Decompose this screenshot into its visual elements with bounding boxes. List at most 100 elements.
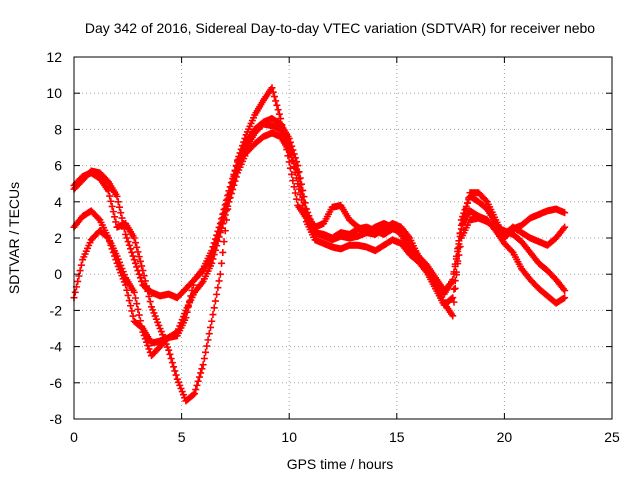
data-point bbox=[133, 243, 141, 251]
data-point bbox=[220, 209, 228, 217]
data-point bbox=[114, 198, 122, 206]
data-point bbox=[561, 223, 569, 231]
data-point bbox=[460, 209, 468, 217]
x-tick-label: 20 bbox=[497, 429, 513, 445]
data-point bbox=[111, 213, 119, 221]
data-point bbox=[238, 142, 246, 150]
data-point bbox=[140, 272, 148, 280]
data-point bbox=[146, 298, 154, 306]
data-point bbox=[231, 167, 239, 175]
data-point bbox=[136, 274, 144, 282]
data-point bbox=[134, 305, 142, 313]
data-point bbox=[273, 101, 281, 109]
data-point bbox=[449, 294, 457, 302]
x-tick-label: 0 bbox=[70, 429, 78, 445]
data-point bbox=[226, 189, 234, 197]
y-axis-label: SDTVAR / TECUs bbox=[6, 182, 22, 294]
data-point bbox=[222, 216, 230, 224]
data-point bbox=[115, 203, 123, 211]
x-tick-label: 10 bbox=[281, 429, 297, 445]
data-point bbox=[131, 239, 139, 247]
data-point bbox=[74, 277, 82, 285]
y-tick-label: 12 bbox=[46, 49, 62, 65]
data-point bbox=[208, 317, 216, 325]
data-point bbox=[130, 288, 138, 296]
data-point bbox=[128, 248, 136, 256]
data-point bbox=[455, 243, 463, 251]
data-point bbox=[459, 220, 467, 228]
data-point bbox=[95, 215, 103, 223]
data-point bbox=[122, 281, 130, 289]
y-tick-label: -4 bbox=[50, 339, 63, 355]
data-point bbox=[188, 286, 196, 294]
data-point bbox=[295, 185, 303, 193]
data-point bbox=[230, 172, 238, 180]
data-point bbox=[138, 262, 146, 270]
data-point bbox=[197, 369, 205, 377]
data-point bbox=[144, 342, 152, 350]
data-point bbox=[464, 199, 472, 207]
data-point bbox=[451, 277, 459, 285]
data-point bbox=[222, 200, 230, 208]
data-point bbox=[482, 197, 490, 205]
data-point bbox=[129, 252, 137, 260]
data-point bbox=[107, 241, 115, 249]
data-point bbox=[274, 106, 282, 114]
y-tick-label: -6 bbox=[50, 375, 63, 391]
data-point bbox=[128, 307, 136, 315]
data-point bbox=[144, 287, 152, 295]
data-point bbox=[131, 294, 139, 302]
data-point bbox=[145, 292, 153, 300]
data-point bbox=[215, 277, 223, 285]
data-point bbox=[283, 146, 291, 154]
data-point bbox=[124, 291, 132, 299]
x-axis-label: GPS time / hours bbox=[287, 456, 394, 472]
data-point bbox=[278, 121, 286, 129]
data-point bbox=[270, 93, 278, 101]
data-point bbox=[205, 330, 213, 338]
data-point bbox=[216, 270, 224, 278]
data-point bbox=[77, 261, 85, 269]
data-point bbox=[198, 365, 206, 373]
data-point bbox=[454, 257, 462, 265]
data-point bbox=[211, 297, 219, 305]
data-point bbox=[127, 245, 135, 253]
data-point bbox=[129, 312, 137, 320]
data-point bbox=[461, 206, 469, 214]
data-point bbox=[289, 177, 297, 185]
x-axis-ticks: 0 5 10 15 20 25 bbox=[70, 57, 620, 445]
data-point bbox=[192, 386, 200, 394]
data-point bbox=[167, 354, 175, 362]
data-point bbox=[288, 170, 296, 178]
data-point bbox=[221, 227, 229, 235]
data-point bbox=[135, 311, 143, 319]
data-point bbox=[75, 272, 83, 280]
data-point bbox=[131, 259, 139, 267]
data-point bbox=[448, 279, 456, 287]
data-point bbox=[272, 97, 280, 105]
data-point bbox=[199, 361, 207, 369]
data-point bbox=[294, 180, 302, 188]
data-point bbox=[291, 189, 299, 197]
y-tick-label: 2 bbox=[54, 230, 62, 246]
data-point bbox=[216, 223, 224, 231]
data-point bbox=[118, 214, 126, 222]
data-point bbox=[240, 138, 248, 146]
data-point bbox=[134, 248, 142, 256]
data-point bbox=[218, 259, 226, 267]
data-point bbox=[123, 234, 131, 242]
data-point bbox=[457, 225, 465, 233]
data-point bbox=[290, 163, 298, 171]
x-tick-label: 5 bbox=[178, 429, 186, 445]
data-point bbox=[213, 236, 221, 244]
data-point bbox=[106, 238, 114, 246]
data-point bbox=[210, 304, 218, 312]
data-point bbox=[71, 288, 79, 296]
data-point bbox=[280, 133, 288, 141]
data-point bbox=[139, 267, 147, 275]
data-point bbox=[191, 390, 199, 398]
data-point bbox=[218, 218, 226, 226]
data-point bbox=[449, 312, 457, 320]
data-point bbox=[293, 174, 301, 182]
